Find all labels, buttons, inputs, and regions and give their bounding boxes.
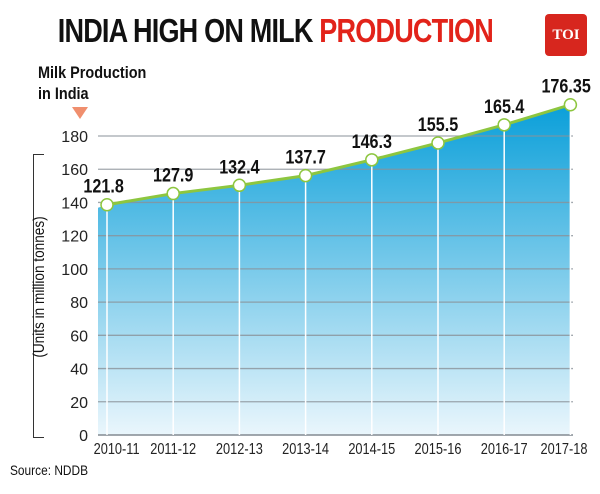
data-label: 165.4 <box>484 96 525 118</box>
y-tick-label: 120 <box>61 229 88 246</box>
area-fill <box>98 104 571 435</box>
subtitle-line2: in India <box>38 84 89 103</box>
chart-subtitle: Milk Production in India <box>38 62 146 104</box>
data-label: 146.3 <box>352 131 393 153</box>
data-point <box>298 168 313 183</box>
data-point <box>431 136 445 150</box>
series-line <box>106 103 571 207</box>
x-tick-label: 2012-13 <box>216 441 263 459</box>
x-tick-label: 2011-12 <box>150 441 196 459</box>
y-tick-label: 180 <box>61 129 88 146</box>
y-tick-label: 80 <box>70 295 88 312</box>
down-arrow-icon <box>72 107 88 119</box>
y-tick-label: 20 <box>70 395 88 412</box>
x-tick-label: 2016-17 <box>481 441 528 459</box>
data-label: 121.8 <box>83 175 124 197</box>
subtitle-line1: Milk Production <box>38 63 147 82</box>
y-tick-label: 160 <box>61 162 88 179</box>
data-label: 155.5 <box>418 114 459 136</box>
y-tick-label: 0 <box>79 428 88 445</box>
data-label: 132.4 <box>219 156 260 178</box>
data-point <box>497 118 511 132</box>
data-point <box>563 98 578 112</box>
data-label: 137.7 <box>285 146 326 168</box>
y-tick-label: 100 <box>61 262 88 279</box>
data-label: 127.9 <box>153 164 194 186</box>
title-part1: INDIA HIGH ON MILK <box>57 12 314 49</box>
axis-bracket <box>33 154 44 438</box>
data-point <box>232 178 247 193</box>
y-tick-label: 140 <box>61 195 88 212</box>
x-tick-label: 2013-14 <box>282 441 329 459</box>
x-tick-label: 2017-18 <box>541 441 588 459</box>
title-part2: PRODUCTION <box>319 12 494 49</box>
x-tick-label: 2010-11 <box>94 441 140 459</box>
toi-logo: TOI <box>545 14 587 56</box>
data-point <box>100 197 114 212</box>
y-tick-label: 40 <box>70 362 88 379</box>
x-tick-label: 2015-16 <box>415 441 462 459</box>
y-tick-label: 60 <box>70 328 88 345</box>
data-point <box>166 186 180 201</box>
source-note: Source: NDDB <box>10 462 89 478</box>
chart-title: INDIA HIGH ON MILK PRODUCTION <box>54 12 497 50</box>
data-label: 176.35 <box>541 76 591 98</box>
data-point <box>365 153 379 167</box>
x-tick-label: 2014-15 <box>348 441 395 459</box>
